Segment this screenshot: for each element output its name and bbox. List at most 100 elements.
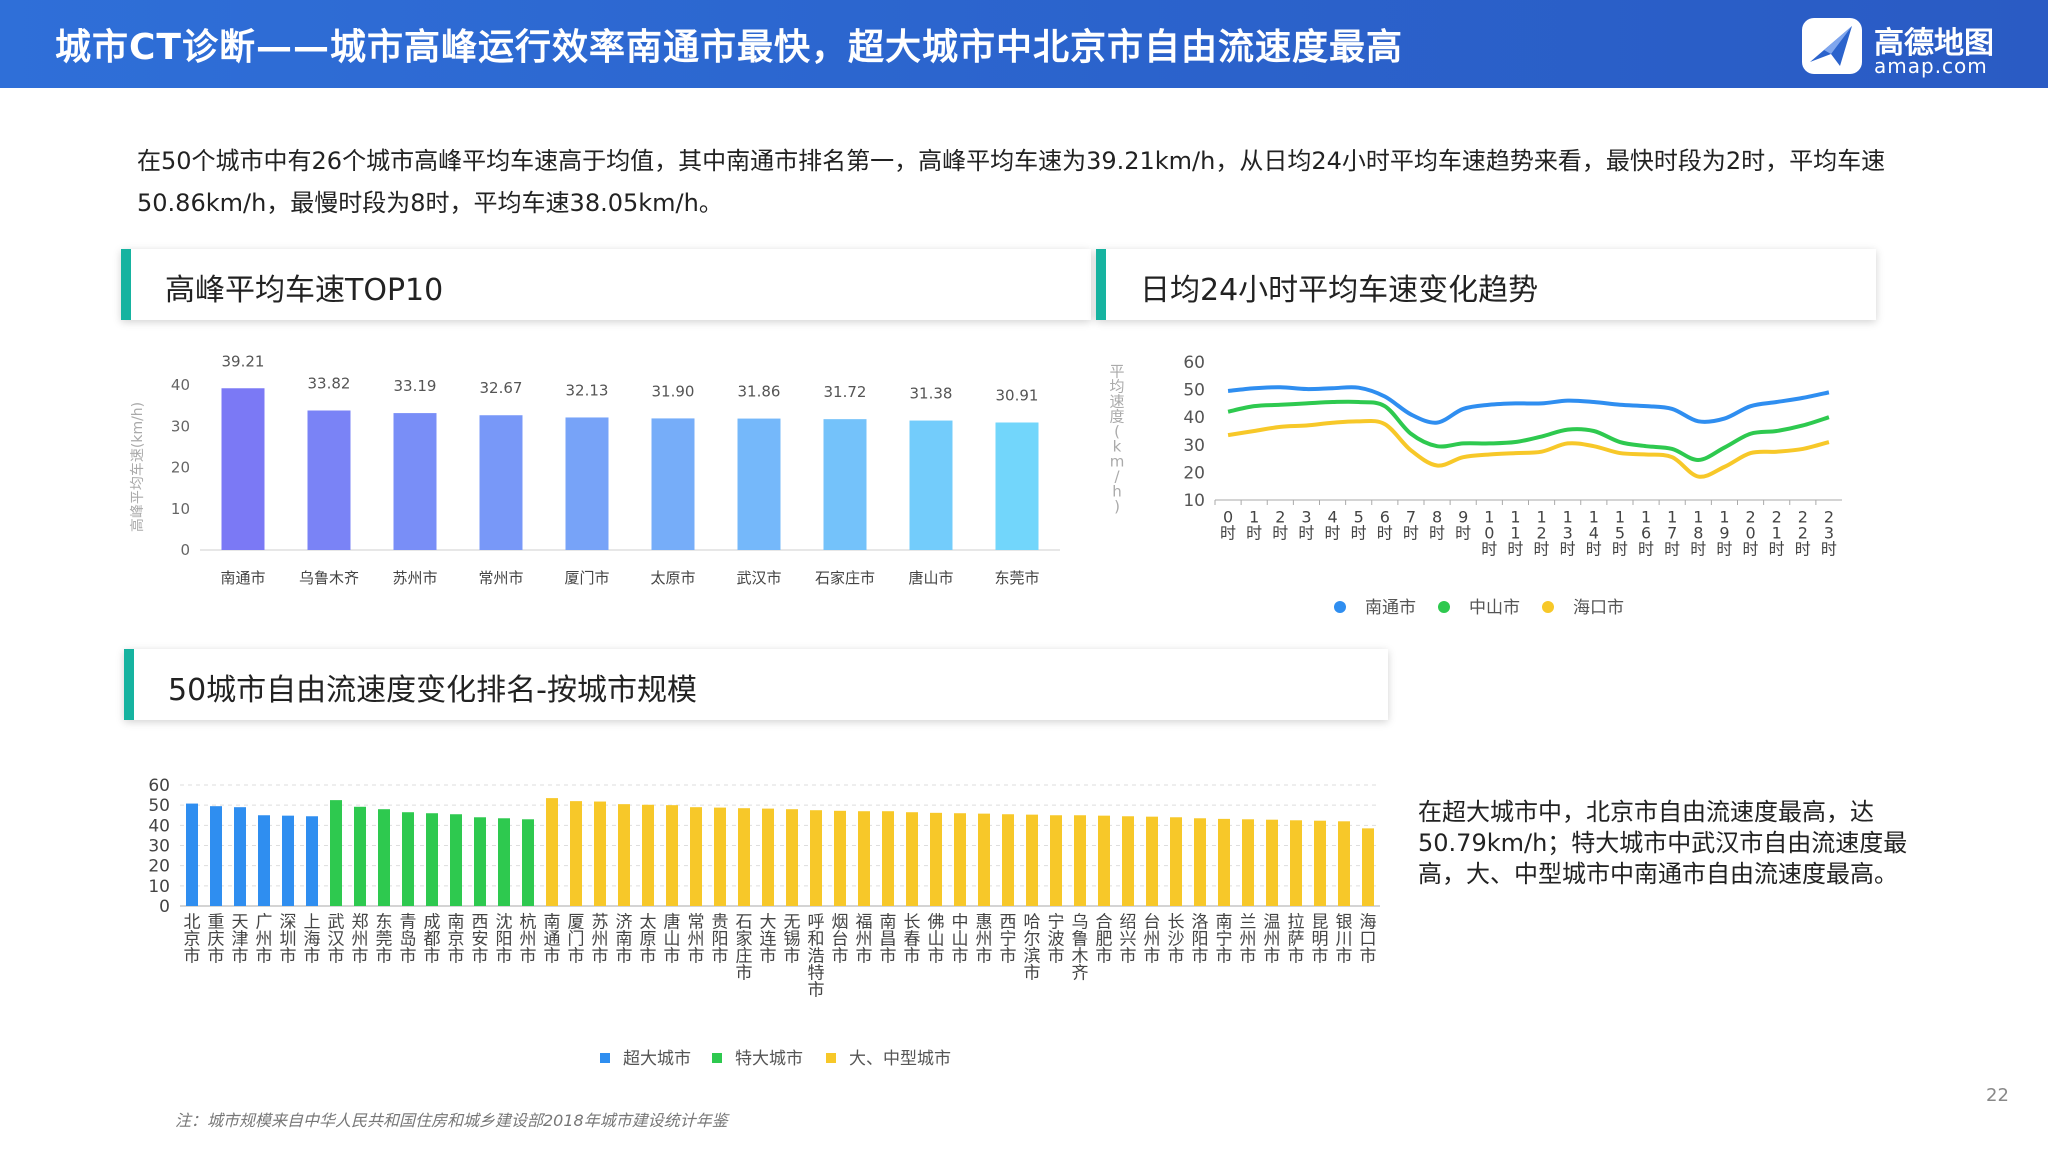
x-tick-label-char: 都 (424, 929, 441, 949)
x-tick-label-char: 石 (736, 912, 753, 932)
x-tick-label-char: 市 (232, 946, 249, 966)
y-tick-label: 10 (148, 877, 170, 897)
x-tick-label-char: 时 (1638, 539, 1654, 558)
x-tick-label-char: 市 (1096, 946, 1113, 966)
series-line (1227, 399, 1830, 462)
x-tick-label-char: 2 (1798, 523, 1808, 542)
bar (234, 807, 246, 906)
series-line (1227, 418, 1830, 479)
x-tick-label-char: 2 (1536, 523, 1546, 542)
x-tick-label-char: 重 (208, 912, 225, 932)
y-axis-label-char: ( (1114, 423, 1120, 441)
x-tick-label-char: 兰 (1240, 912, 1257, 932)
bar (737, 418, 781, 550)
x-tick-label: 沈阳市 (496, 912, 513, 966)
x-tick-label-char: 肥 (1096, 929, 1113, 949)
x-tick-label-char: 0 (1745, 523, 1755, 542)
x-tick-label-char: 南 (616, 929, 633, 949)
x-tick-label-char: 兴 (1120, 929, 1137, 949)
x-tick-label-char: 家 (736, 929, 753, 949)
x-tick-label-char: 时 (1325, 523, 1341, 542)
x-tick-label-char: 1 (1615, 507, 1625, 526)
x-tick-label: 12时 (1534, 507, 1550, 558)
x-tick-label-char: 呼 (808, 912, 825, 932)
x-tick-label: 8时 (1429, 507, 1445, 542)
x-tick-label-char: 宁 (1216, 929, 1233, 949)
bar (786, 809, 798, 906)
x-tick-label-char: 郑 (352, 912, 369, 932)
bar (498, 818, 510, 906)
x-tick-label-char: 市 (1216, 946, 1233, 966)
x-tick-label: 南京市 (448, 912, 465, 966)
x-tick-label-char: 苏 (592, 912, 609, 932)
x-tick-label-char: 市 (448, 946, 465, 966)
x-tick-label-char: 宁 (1000, 929, 1017, 949)
logo-text-cn: 高德地图 (1874, 26, 1994, 61)
x-tick-label-char: 7 (1667, 523, 1677, 542)
x-tick-label-char: 市 (520, 946, 537, 966)
x-tick-label: 0时 (1220, 507, 1236, 542)
amap-logo-icon (1802, 18, 1862, 74)
x-tick-label-char: 齐 (1072, 963, 1089, 983)
x-tick-label-char: 1 (1772, 523, 1782, 542)
bar (1170, 817, 1182, 906)
x-tick-label: 1时 (1246, 507, 1262, 542)
x-tick-label-char: 时 (1743, 539, 1759, 558)
bar (823, 419, 867, 550)
x-tick-label-char: 1 (1510, 523, 1520, 542)
x-tick-label-char: 绍 (1120, 912, 1137, 932)
bar (618, 804, 630, 906)
panel-title-trend: 日均24小时平均车速变化趋势 (1140, 273, 1539, 308)
x-tick-label-char: 4 (1327, 507, 1337, 526)
x-tick-label: 合肥市 (1096, 912, 1113, 966)
x-tick-label-char: 9 (1719, 523, 1729, 542)
x-tick-label-char: 宁 (1048, 912, 1065, 932)
y-axis-label-char: 平 (1109, 363, 1124, 381)
x-tick-label-char: 1 (1641, 507, 1651, 526)
x-tick-label-char: 时 (1481, 539, 1497, 558)
y-tick-label: 60 (148, 776, 170, 796)
bar (930, 812, 942, 906)
x-tick-label-char: 州 (856, 929, 873, 949)
x-tick-label-char: 2 (1275, 507, 1285, 526)
x-tick-label-char: 1 (1536, 507, 1546, 526)
x-tick-label: 常州市 (688, 912, 705, 966)
x-tick-label: 6时 (1377, 507, 1393, 542)
bar-value-label: 32.13 (566, 381, 609, 399)
x-tick-label: 7时 (1403, 507, 1419, 542)
bar (906, 812, 918, 906)
x-tick-label-char: 州 (592, 929, 609, 949)
bar (1146, 816, 1158, 906)
x-tick-label-char: 州 (1240, 929, 1257, 949)
x-tick-label-char: 2 (1824, 507, 1834, 526)
x-tick-label-char: 阳 (712, 929, 729, 949)
x-tick-label: 贵阳市 (712, 912, 729, 966)
x-tick-label: 23时 (1821, 507, 1837, 558)
x-tick-label-char: 市 (664, 946, 681, 966)
panel-accent-bar (124, 649, 134, 720)
x-tick-label: 厦门市 (568, 912, 585, 966)
x-tick-label-char: 8 (1693, 523, 1703, 542)
y-axis-label-char: 度 (1109, 408, 1124, 426)
x-tick-label-char: 海 (304, 929, 321, 949)
panel-header-top10: 高峰平均车速TOP10 (121, 249, 1091, 320)
x-tick-label-char: 连 (760, 929, 777, 949)
bar (690, 807, 702, 906)
x-tick-label: 22时 (1795, 507, 1811, 558)
x-tick-label-char: 市 (256, 946, 273, 966)
x-tick-label-char: 1 (1249, 507, 1259, 526)
x-tick-label-char: 市 (208, 946, 225, 966)
x-tick-label-char: 9 (1458, 507, 1468, 526)
x-tick-label-char: 和 (808, 929, 825, 949)
x-tick-label-char: 沈 (496, 912, 513, 932)
x-tick-label-char: 佛 (928, 912, 945, 932)
x-tick-label-char: 市 (1192, 946, 1209, 966)
bar (762, 808, 774, 906)
x-tick-label-char: 岛 (400, 929, 417, 949)
x-tick-label-char: 烟 (832, 912, 849, 932)
bar-value-label: 31.90 (652, 382, 695, 400)
x-tick-label-char: 市 (1312, 946, 1329, 966)
bar (402, 812, 414, 906)
x-tick-label-char: 市 (568, 946, 585, 966)
bar (306, 816, 318, 906)
